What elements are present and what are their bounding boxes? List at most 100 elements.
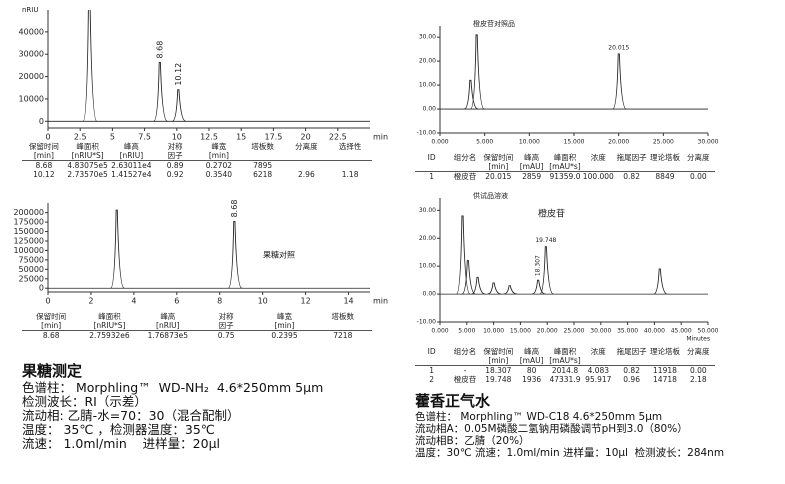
table-cell: 6218 [253,170,273,179]
x-tick-label: 15.000 [564,139,585,146]
x-tick-label: 20.000 [608,139,629,146]
peak [461,260,476,295]
peak [653,268,668,295]
header-text: 峰高 [123,142,139,151]
y-tick-label: 0 [39,284,44,293]
table-cell: 0.89 [166,161,184,170]
trace [82,10,187,122]
y-tick-label: 75000 [19,255,44,264]
peak [172,89,187,122]
table-cell: 0.82 [623,366,640,375]
table: ID 组分名 保留时间 [min] 峰高 [mAU] 峰面积 [mAU*s] 浓度 拖尾因子 理论塔… [415,153,715,181]
x-tick-label: 15 [236,133,246,142]
trace [110,209,243,289]
header-cell: 理论塔板 [648,347,681,365]
header-text: 峰高 [524,347,540,356]
table-row: 1 - 18.307 80 2014.8 4.083 0.82 11918 0.00 [415,366,715,375]
header-cell: 浓度 [582,153,615,171]
header-text: [min] [488,162,509,171]
header-text: [nRIU*S] [93,321,126,330]
peak [487,282,502,295]
y-tick-label: 10.00 [419,263,436,270]
y-tick-label: 20.00 [419,58,436,65]
table-header: ID 组分名 保留时间 [min] 峰高 [mAU] 峰面积 [mAU*s] 浓度 拖尾因子 理论塔… [415,347,715,366]
x-axis-label: min [373,297,388,306]
y-tick-label: 10.00 [419,82,436,89]
header-cell: 分离度 [682,153,715,171]
y-tick-label: 0.00 [423,106,437,113]
peak [532,279,546,295]
table-row: 8.68 2.75932e6 1.76873e5 0.75 0.2395 7218 [22,331,372,340]
x-tick-label: 20 [301,133,311,142]
table-cell: 7218 [333,331,353,340]
x-tick-label: 10 [258,297,268,306]
table-row: 8.68 4.83075e5 2.63011e4 0.89 0.2702 7895 [22,161,372,170]
table-cell: 91359.0 [549,172,581,181]
table-row: 10.12 2.73570e5 1.41527e4 0.92 0.3540 6218 2.9… [22,170,372,179]
table-cell: 2.96 [298,170,315,179]
peak [464,79,479,110]
header-cell: 保留时间 [min] [482,347,515,365]
header-text: 峰宽 [211,142,227,151]
y-tick-label: 150000 [13,227,44,236]
header-cell: 理论塔板 [648,153,681,171]
header-text: [min] [274,321,295,330]
header-text: [nRIU] [156,321,180,330]
note-heading: 果糖测定 [22,362,83,380]
y-tick-label: -10.00 [417,319,437,326]
x-tick-label: 14 [343,297,353,306]
table-cell: 2859 [522,172,542,181]
annotation: 果糖对照 [263,250,295,260]
x-tick-label: 5.000 [458,328,475,335]
table-cell: 100.000 [582,172,614,181]
annotation: 橙皮苷 [538,208,565,220]
peak-label: 18.307 [535,255,542,276]
x-tick-label: 2 [88,297,93,306]
peak-label: 20.015 [608,44,629,51]
peak-label: 19.748 [535,237,556,244]
header-cell: 拖尾因子 [615,153,648,171]
y-tick-label: 0 [39,117,44,126]
table-cell: 4.83075e5 [67,161,108,170]
y-axis-label: nRIU [22,6,39,14]
chart-title: 供试品溶液 [473,191,508,200]
x-tick-label: 30.000 [698,139,719,146]
table-cell: 18.307 [485,366,512,375]
table-cell: 8.68 [42,331,60,340]
header-text: 分离度 [687,153,710,162]
table-cell: 2.75932e6 [89,331,130,340]
note-heading: 藿香正气水 [415,392,491,410]
x-tick-label: 30.000 [590,328,611,335]
table-cell: 2.63011e4 [111,161,152,170]
table-cell: 0.75 [217,331,235,340]
y-tick-label: 175000 [13,218,44,227]
header-cell: 塔板数 [241,142,285,160]
x-tick-label: 7.5 [138,133,151,142]
x-tick-label: 12.5 [200,133,218,142]
header-cell: 峰宽 [min] [255,312,313,330]
header-text: 保留时间 [483,347,514,356]
y-tick-label: 40000 [19,27,44,36]
table-cell: - [463,366,467,375]
x-tick-label: 45.000 [671,328,692,335]
y-tick-label: 30.00 [419,34,436,41]
trace [456,215,668,295]
peak [456,215,471,295]
x-tick-label: 20.000 [537,328,558,335]
header-text: 峰面积 [98,312,121,321]
header-text: 对称 [218,312,234,321]
header-text: 组分名 [453,153,477,162]
table-cell: 0.2395 [271,331,298,340]
header-cell: 峰高 [nRIU] [139,312,197,330]
table-cell: 19.748 [485,375,512,384]
x-tick-label: 25.000 [653,139,674,146]
header-text: 因子 [167,151,183,160]
peak [82,10,98,122]
header-text: 组分名 [453,347,477,356]
header-text: [min] [41,321,62,330]
header-cell: ID [415,347,448,365]
x-tick-label: 25.000 [564,328,585,335]
header-text: 拖尾因子 [616,347,647,356]
table-cell [328,161,372,170]
